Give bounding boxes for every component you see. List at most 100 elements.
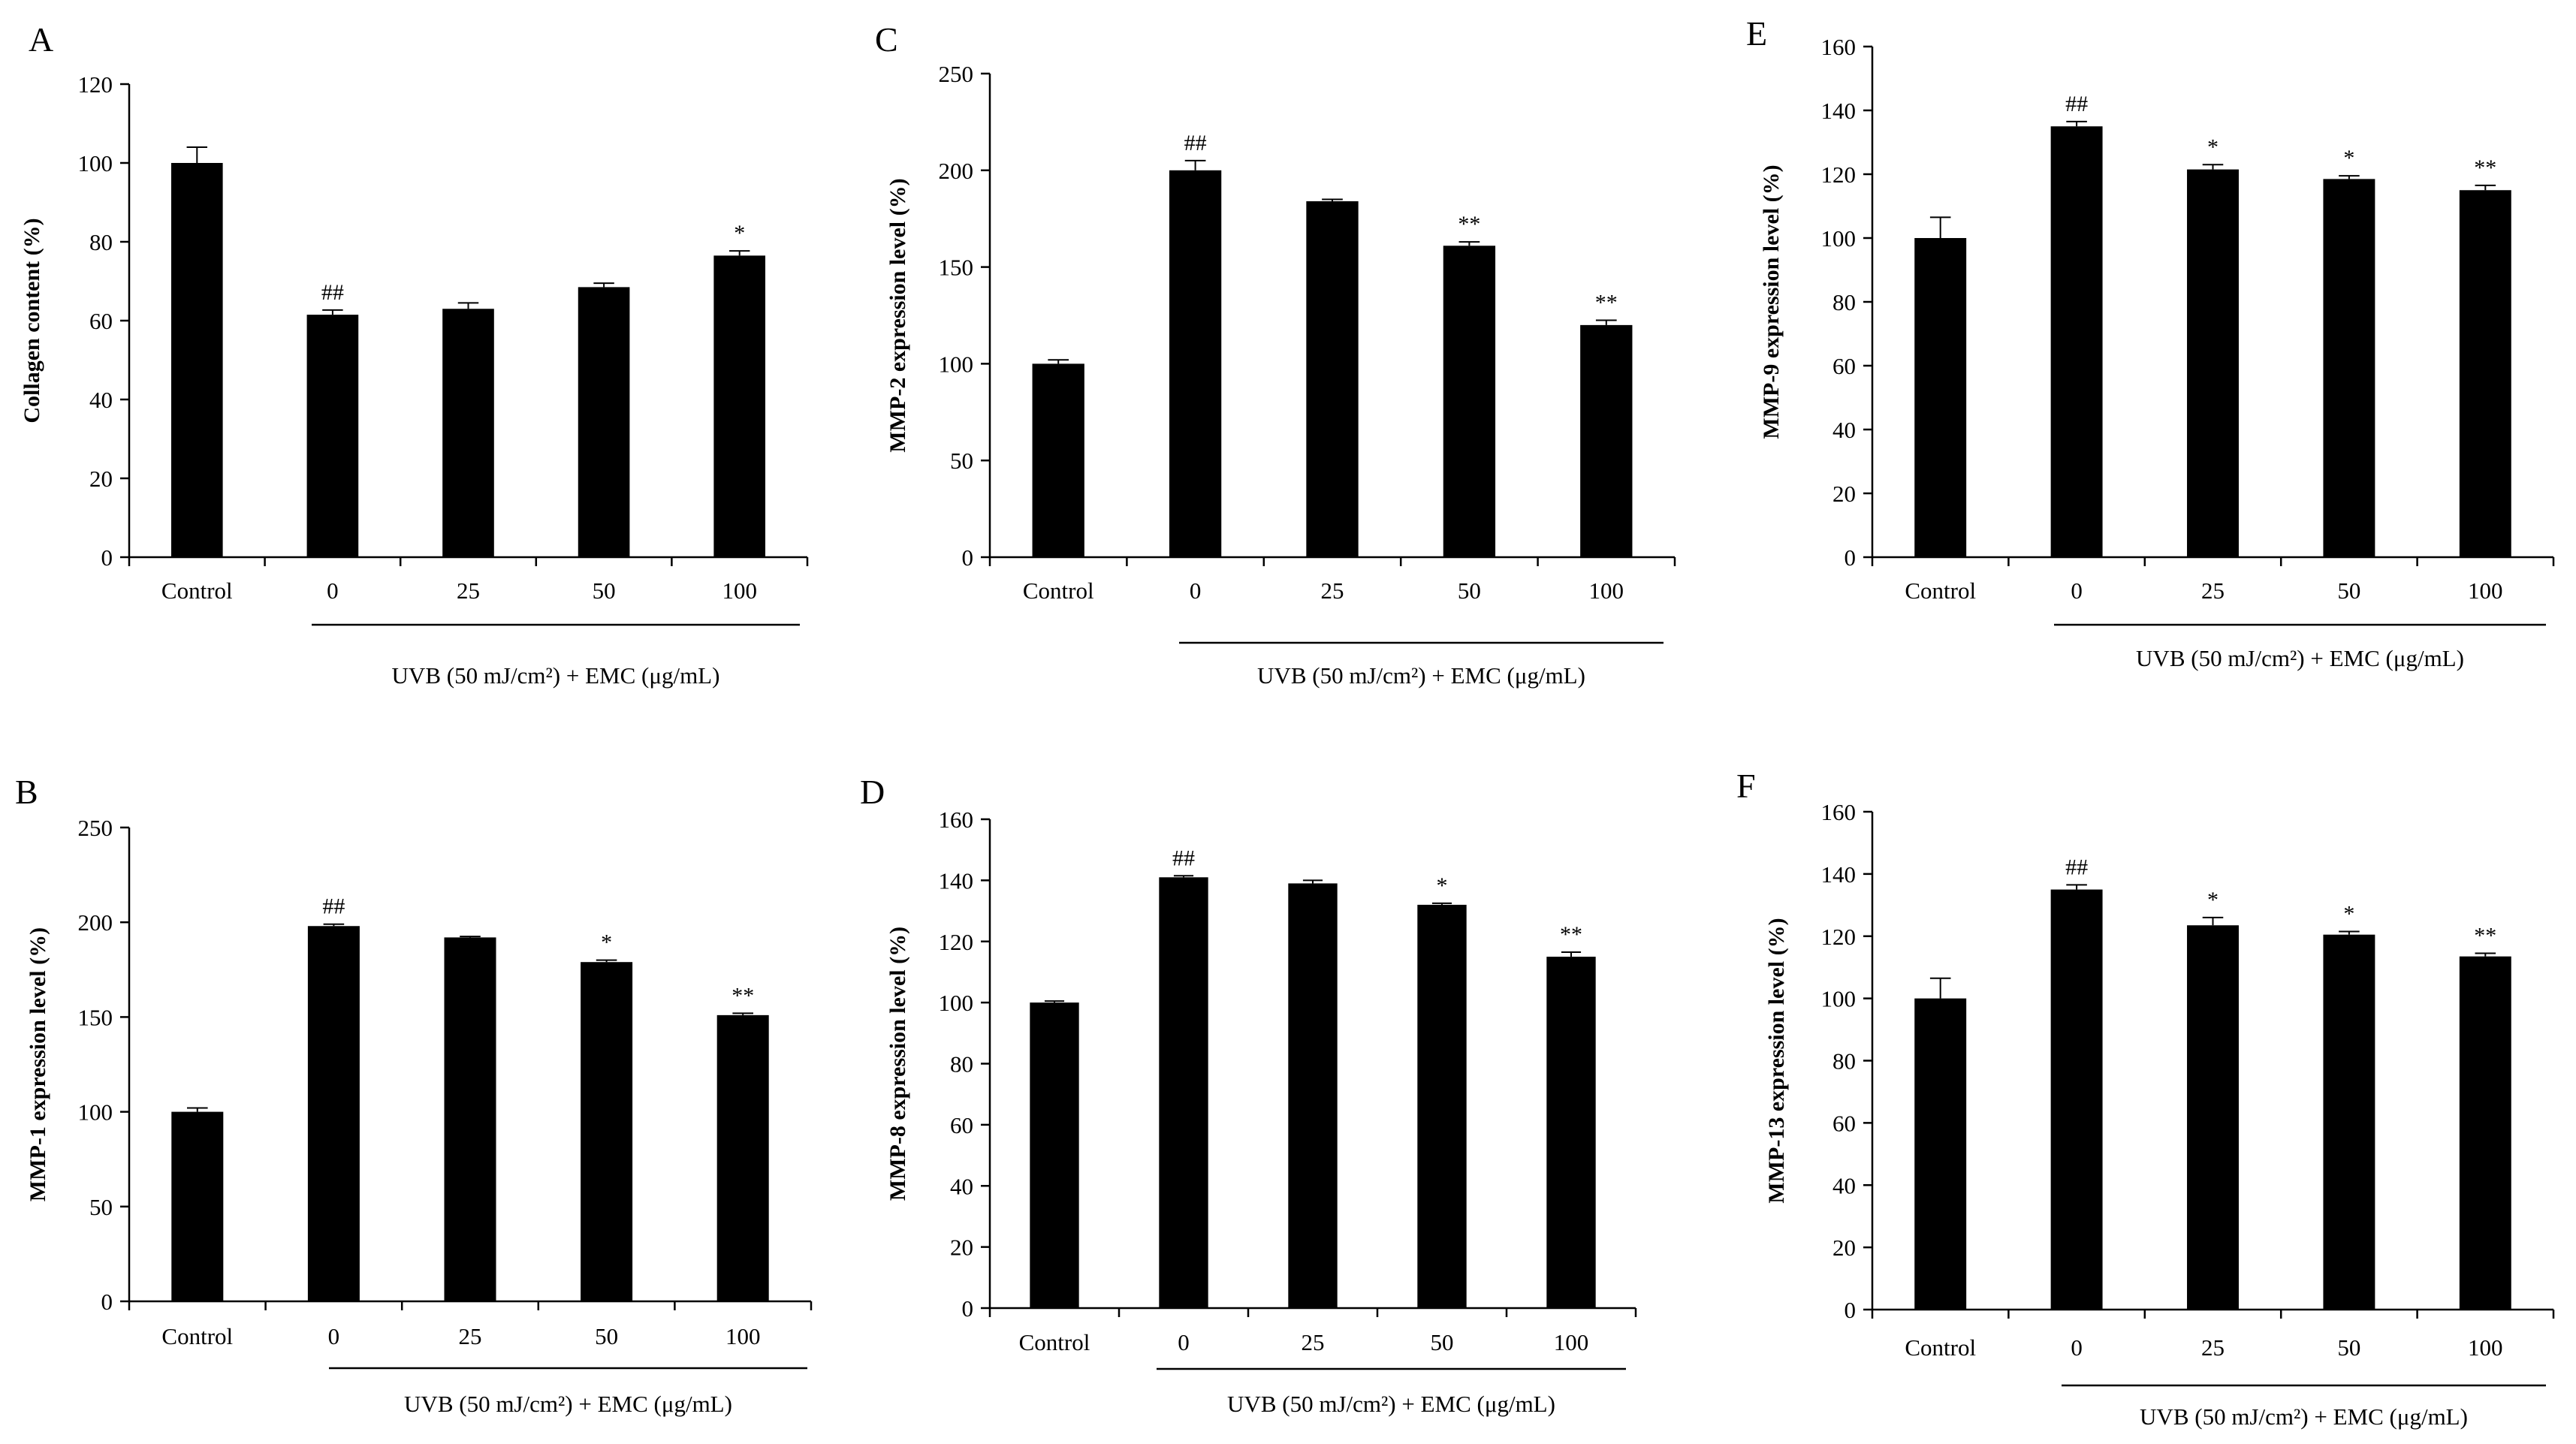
y-tick-label-d-120: 120 — [939, 929, 974, 955]
y-tick-label-e-160: 160 — [1821, 34, 1857, 60]
x-category-label-a-1: 0 — [327, 577, 339, 604]
y-tick-label-e-140: 140 — [1821, 98, 1857, 124]
significance-label-c-3: ** — [1458, 212, 1480, 237]
x-category-label-e-2: 25 — [2201, 577, 2225, 604]
bar-f-4 — [2459, 956, 2511, 1310]
x-category-label-e-1: 0 — [2071, 577, 2083, 604]
bar-b-2 — [444, 937, 496, 1301]
panel-label-a: A — [29, 20, 53, 59]
y-tick-label-b-0: 0 — [101, 1289, 113, 1315]
y-tick-label-a-60: 60 — [89, 308, 113, 334]
y-tick-label-e-40: 40 — [1832, 417, 1856, 443]
bar-a-2 — [442, 309, 494, 557]
y-tick-label-a-120: 120 — [78, 71, 113, 98]
y-axis-label-f: MMP-13 expression level (%) — [1764, 918, 1789, 1203]
y-tick-label-b-150: 150 — [78, 1004, 113, 1030]
x-category-label-b-0: Control — [161, 1323, 233, 1349]
panel-label-f: F — [1736, 767, 1756, 805]
bar-e-1 — [2050, 126, 2103, 557]
significance-label-d-1: ## — [1172, 846, 1195, 870]
y-tick-label-f-160: 160 — [1821, 799, 1857, 825]
bar-c-2 — [1306, 201, 1359, 557]
y-tick-label-c-0: 0 — [962, 544, 974, 571]
x-category-label-d-2: 25 — [1302, 1329, 1325, 1355]
bar-d-3 — [1417, 904, 1467, 1308]
x-category-label-b-2: 25 — [459, 1323, 482, 1349]
x-category-label-f-1: 0 — [2071, 1334, 2083, 1361]
y-axis-label-d: MMP-8 expression level (%) — [885, 927, 910, 1201]
bar-f-3 — [2323, 934, 2375, 1310]
bar-b-0 — [171, 1111, 224, 1301]
x-category-label-b-3: 50 — [595, 1323, 618, 1349]
x-category-label-e-4: 100 — [2468, 577, 2503, 604]
significance-label-c-1: ## — [1184, 131, 1207, 155]
y-tick-label-c-250: 250 — [939, 61, 974, 87]
x-category-label-e-3: 50 — [2337, 577, 2360, 604]
x-category-label-a-4: 100 — [722, 577, 757, 604]
x-category-label-b-1: 0 — [328, 1323, 340, 1349]
significance-label-f-2: * — [2207, 888, 2219, 912]
x-axis-label-a: UVB (50 mJ/cm²) + EMC (μg/mL) — [392, 662, 720, 689]
x-category-label-c-4: 100 — [1589, 577, 1624, 604]
significance-label-c-4: ** — [1595, 290, 1618, 315]
panel-label-b: B — [15, 773, 38, 811]
x-category-label-d-1: 0 — [1178, 1329, 1190, 1355]
bar-d-2 — [1288, 883, 1338, 1308]
y-tick-label-a-20: 20 — [89, 466, 113, 492]
y-axis-label-a: Collagen content (%) — [20, 218, 44, 423]
significance-label-b-4: ** — [731, 983, 754, 1008]
x-axis-label-b: UVB (50 mJ/cm²) + EMC (μg/mL) — [404, 1391, 732, 1417]
x-category-label-f-0: Control — [1905, 1334, 1976, 1361]
y-tick-label-b-250: 250 — [78, 815, 113, 841]
y-tick-label-e-120: 120 — [1821, 161, 1857, 188]
x-category-label-c-1: 0 — [1190, 577, 1202, 604]
panel-label-d: D — [860, 773, 885, 811]
y-tick-label-d-80: 80 — [950, 1051, 973, 1078]
significance-label-a-4: * — [734, 221, 745, 246]
y-tick-label-f-0: 0 — [1845, 1297, 1857, 1323]
bar-b-4 — [716, 1014, 769, 1301]
y-tick-label-e-60: 60 — [1832, 353, 1856, 379]
significance-label-e-1: ## — [2065, 92, 2088, 116]
significance-label-e-2: * — [2207, 134, 2219, 159]
bar-f-2 — [2187, 925, 2239, 1310]
y-tick-label-f-60: 60 — [1832, 1110, 1856, 1136]
significance-label-b-1: ## — [322, 894, 345, 919]
y-tick-label-b-100: 100 — [78, 1099, 113, 1126]
y-axis-label-e: MMP-9 expression level (%) — [1759, 164, 1784, 439]
y-axis-label-c: MMP-2 expression level (%) — [885, 178, 910, 452]
x-axis-label-c: UVB (50 mJ/cm²) + EMC (μg/mL) — [1257, 662, 1585, 689]
bar-a-3 — [578, 287, 630, 557]
bar-e-4 — [2459, 190, 2511, 557]
y-tick-label-b-200: 200 — [78, 909, 113, 936]
significance-label-e-4: ** — [2474, 155, 2496, 180]
significance-label-b-3: * — [601, 930, 612, 955]
y-tick-label-f-100: 100 — [1821, 986, 1857, 1012]
significance-label-e-3: * — [2343, 146, 2354, 170]
y-tick-label-d-140: 140 — [939, 867, 974, 894]
bar-a-4 — [713, 255, 766, 557]
x-axis-label-e: UVB (50 mJ/cm²) + EMC (μg/mL) — [2136, 645, 2464, 671]
y-tick-label-e-0: 0 — [1845, 544, 1857, 571]
y-tick-label-e-20: 20 — [1832, 481, 1856, 507]
x-category-label-f-3: 50 — [2337, 1334, 2360, 1361]
bar-f-1 — [2050, 889, 2103, 1310]
y-tick-label-a-40: 40 — [89, 387, 113, 413]
bar-c-0 — [1032, 363, 1084, 557]
bar-d-0 — [1030, 1002, 1079, 1308]
x-axis-label-f: UVB (50 mJ/cm²) + EMC (μg/mL) — [2140, 1403, 2468, 1430]
y-tick-label-a-0: 0 — [101, 544, 113, 571]
y-tick-label-a-100: 100 — [78, 150, 113, 176]
bar-e-0 — [1914, 238, 1967, 557]
bar-a-1 — [306, 315, 359, 557]
y-tick-label-e-80: 80 — [1832, 289, 1856, 315]
x-category-label-d-3: 50 — [1431, 1329, 1454, 1355]
y-tick-label-d-20: 20 — [950, 1234, 973, 1261]
significance-label-a-1: ## — [321, 280, 344, 305]
x-category-label-c-3: 50 — [1458, 577, 1481, 604]
bar-c-1 — [1169, 170, 1222, 558]
y-tick-label-d-0: 0 — [962, 1295, 974, 1322]
x-category-label-f-4: 100 — [2468, 1334, 2503, 1361]
y-tick-label-f-40: 40 — [1832, 1172, 1856, 1198]
